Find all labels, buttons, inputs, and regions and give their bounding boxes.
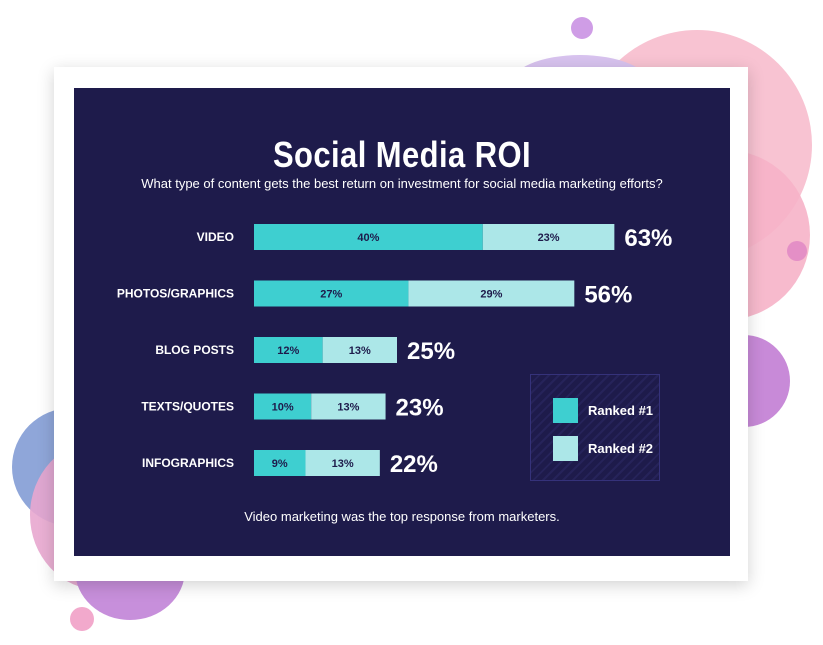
infographic-panel: Social Media ROI What type of content ge…: [74, 88, 730, 556]
category-label-infographics: INFOGRAPHICS: [142, 456, 234, 470]
total-label-blog-posts: 25%: [407, 338, 455, 365]
bar-label-blog-posts-ranked-1: 12%: [277, 345, 299, 357]
chart-title: Social Media ROI: [272, 134, 532, 175]
bar-photos-graphics-ranked-1: [254, 280, 409, 307]
bar-infographics-ranked-2: [305, 450, 380, 476]
bar-label-photos-graphics-ranked-1: 27%: [320, 289, 342, 301]
bar-texts-quotes-ranked-1: [254, 393, 312, 420]
bar-video-ranked-2: [482, 224, 615, 250]
bar-infographics-ranked-1: [254, 450, 306, 476]
bar-label-blog-posts-ranked-2: 13%: [349, 345, 371, 357]
bar-label-texts-quotes-ranked-1: 10%: [272, 402, 294, 414]
legend-swatch-ranked-1: [553, 398, 578, 423]
legend-item-ranked-1: Ranked #1: [553, 398, 653, 423]
bar-label-video-ranked-2: 23%: [538, 232, 560, 244]
legend-swatch-ranked-2: [553, 436, 578, 461]
bar-blog-posts-ranked-1: [254, 337, 323, 363]
category-label-video: VIDEO: [197, 230, 234, 244]
bar-label-video-ranked-1: 40%: [357, 232, 379, 244]
bar-label-infographics-ranked-2: 13%: [332, 458, 354, 470]
bar-label-texts-quotes-ranked-2: 13%: [337, 402, 359, 414]
bar-video-ranked-1: [254, 224, 483, 250]
chart-footer-note: Video marketing was the top response fro…: [244, 509, 560, 524]
legend-label-ranked-1: Ranked #1: [588, 403, 654, 418]
bar-blog-posts-ranked-2: [322, 337, 397, 363]
category-label-blog-posts: BLOG POSTS: [155, 343, 234, 357]
legend-label-ranked-2: Ranked #2: [588, 441, 654, 456]
bar-texts-quotes-ranked-2: [311, 393, 386, 420]
chart-legend: Ranked #1 Ranked #2: [530, 374, 660, 481]
category-label-photos-graphics: PHOTOS/GRAPHICS: [117, 287, 234, 301]
bar-label-photos-graphics-ranked-2: 29%: [480, 289, 502, 301]
legend-item-ranked-2: Ranked #2: [553, 436, 653, 461]
decor-dot-purple-top: [571, 17, 593, 39]
decor-dot-pink-bottom: [70, 607, 94, 631]
total-label-photos-graphics: 56%: [584, 282, 632, 309]
bar-chart: VIDEO 40% 23% 63% PHOTOS/GRAPHICS 27% 29% 56% BL…: [117, 224, 672, 478]
chart-frame: Social Media ROI What type of content ge…: [54, 67, 748, 581]
decor-dot-pink-right: [787, 241, 807, 261]
category-label-texts-quotes: TEXTS/QUOTES: [141, 400, 234, 414]
chart-subtitle: What type of content gets the best retur…: [141, 176, 663, 191]
bar-photos-graphics-ranked-2: [408, 280, 575, 307]
total-label-infographics: 22%: [390, 451, 438, 478]
total-label-video: 63%: [624, 225, 672, 252]
total-label-texts-quotes: 23%: [396, 395, 444, 422]
bar-label-infographics-ranked-1: 9%: [272, 458, 288, 470]
